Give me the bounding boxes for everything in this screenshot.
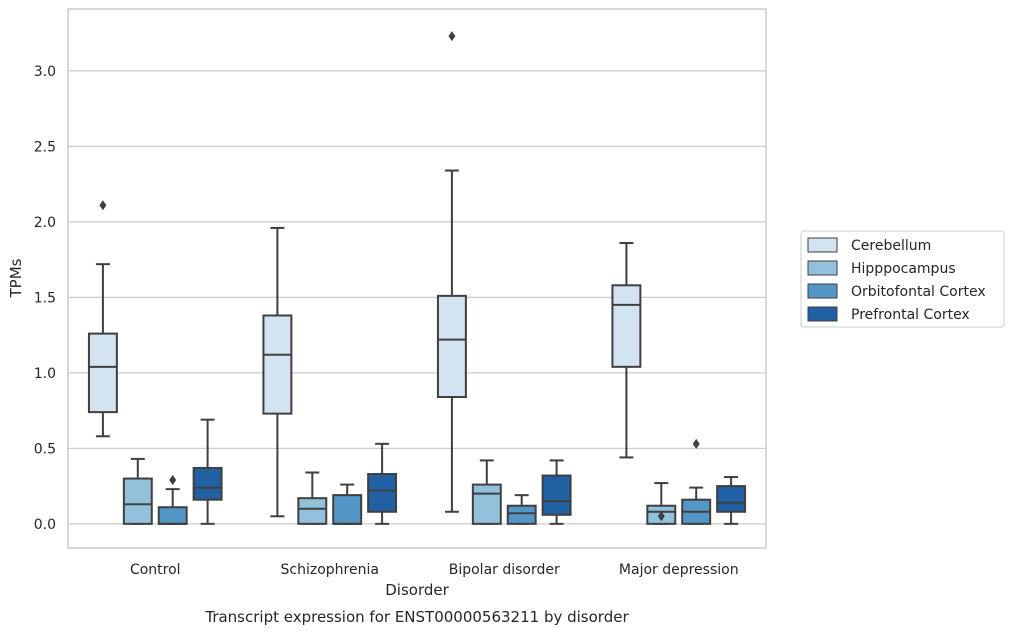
box-1-3 xyxy=(367,442,398,525)
box-body xyxy=(122,477,153,525)
outlier-point xyxy=(692,438,700,449)
y-gridlines xyxy=(68,70,766,525)
box-2-0 xyxy=(436,31,467,513)
x-axis-label: Disorder xyxy=(385,581,449,599)
box-body xyxy=(297,497,328,525)
outlier-point xyxy=(169,475,177,486)
box-2-2 xyxy=(506,494,537,525)
y-tick-label: 1.5 xyxy=(34,290,56,306)
y-tick-label: 2.5 xyxy=(34,139,56,155)
box-body xyxy=(541,474,572,516)
box-body xyxy=(367,473,398,513)
legend-swatch xyxy=(807,237,838,253)
box-0-1 xyxy=(122,457,153,525)
box-body xyxy=(436,294,467,399)
y-tick-label: 3.0 xyxy=(34,64,56,80)
box-body xyxy=(157,506,188,525)
box-0-0 xyxy=(87,200,118,438)
box-body xyxy=(471,483,502,525)
box-3-0 xyxy=(611,242,642,459)
box-3-2 xyxy=(681,438,712,525)
legend-label: Orbitofontal Cortex xyxy=(851,284,986,300)
legend-label: Cerebellum xyxy=(851,238,931,254)
box-body xyxy=(87,332,118,414)
y-tick-label: 2.0 xyxy=(34,215,56,231)
x-tick-label: Bipolar disorder xyxy=(449,562,560,578)
y-axis-ticks: 0.0 0.5 1.0 1.5 2.0 2.5 3.0 xyxy=(34,64,56,533)
plot-frame xyxy=(67,8,767,549)
box-1-1 xyxy=(297,471,328,525)
y-tick-label: 0.5 xyxy=(34,441,56,457)
box-body xyxy=(192,466,223,501)
box-0-2 xyxy=(157,475,188,525)
x-tick-label: Schizophrenia xyxy=(281,562,379,578)
outlier-point xyxy=(99,200,107,211)
box-body xyxy=(262,314,293,415)
box-body xyxy=(611,284,642,368)
x-tick-label: Major depression xyxy=(619,562,739,578)
box-3-1 xyxy=(646,482,677,525)
x-axis-ticks: Control Schizophrenia Bipolar disorder Majo… xyxy=(130,562,739,578)
legend-swatch xyxy=(807,283,838,299)
box-plot-series xyxy=(87,31,747,525)
box-2-3 xyxy=(541,459,572,525)
y-tick-label: 1.0 xyxy=(34,366,56,382)
y-axis-label: TPMs xyxy=(7,258,25,298)
box-1-0 xyxy=(262,226,293,518)
legend-swatch xyxy=(807,306,838,322)
legend-label: Hipppocampus xyxy=(851,261,956,277)
box-1-2 xyxy=(332,483,363,525)
legend-label: Prefrontal Cortex xyxy=(851,307,970,323)
box-body xyxy=(332,494,363,525)
legend-swatch xyxy=(807,260,838,276)
outlier-point xyxy=(657,511,665,522)
y-tick-label: 0.0 xyxy=(34,517,56,533)
outlier-point xyxy=(448,31,456,42)
legend-frame xyxy=(800,230,1005,328)
x-tick-label: Control xyxy=(130,562,181,578)
legend: Cerebellum Hipppocampus Orbitofontal Corte… xyxy=(800,230,1005,328)
chart-caption: Transcript expression for ENST0000056321… xyxy=(204,608,629,626)
box-body xyxy=(506,504,537,525)
box-2-1 xyxy=(471,459,502,525)
box-3-3 xyxy=(716,476,747,525)
box-0-3 xyxy=(192,418,223,525)
box-body xyxy=(716,485,747,513)
